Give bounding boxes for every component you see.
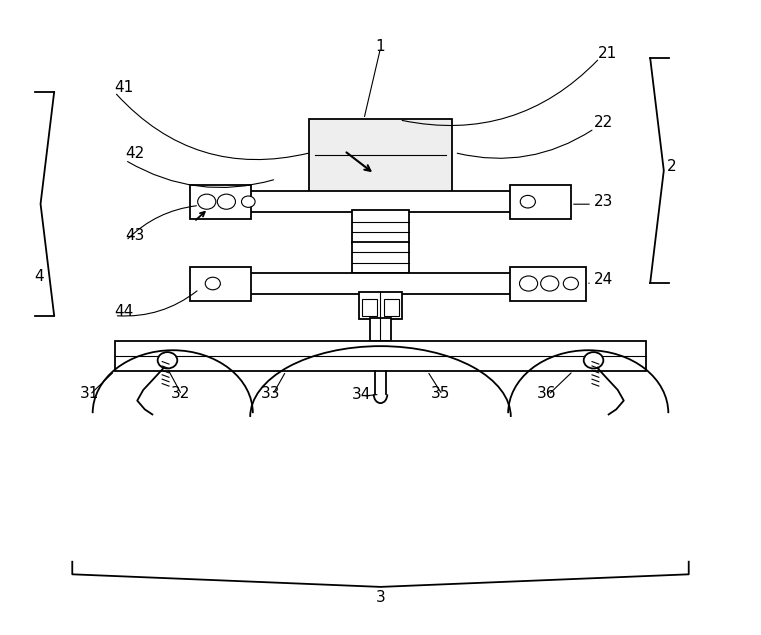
Text: 2: 2 — [667, 159, 677, 174]
Text: 31: 31 — [80, 385, 100, 401]
Circle shape — [241, 196, 255, 208]
Text: 4: 4 — [34, 269, 44, 284]
Circle shape — [158, 352, 177, 368]
Text: 36: 36 — [537, 385, 556, 401]
Bar — [352, 210, 409, 243]
Bar — [511, 267, 586, 300]
Bar — [248, 273, 513, 293]
Bar — [309, 119, 452, 192]
Bar — [511, 185, 571, 218]
Circle shape — [563, 277, 578, 290]
Text: 22: 22 — [594, 115, 613, 130]
Bar — [248, 191, 513, 211]
Bar — [370, 318, 391, 342]
Circle shape — [198, 194, 216, 210]
Text: 32: 32 — [170, 385, 190, 401]
Bar — [362, 298, 377, 316]
Circle shape — [520, 276, 537, 291]
Text: 33: 33 — [261, 385, 281, 401]
Bar — [359, 292, 402, 319]
Text: 21: 21 — [597, 46, 616, 60]
Circle shape — [521, 196, 536, 208]
Text: 23: 23 — [594, 194, 613, 208]
Bar — [115, 341, 646, 371]
Text: 44: 44 — [114, 304, 133, 319]
Text: 43: 43 — [126, 228, 145, 243]
Text: 41: 41 — [114, 80, 133, 95]
Circle shape — [540, 276, 559, 291]
Text: 35: 35 — [431, 385, 451, 401]
Text: 24: 24 — [594, 272, 613, 287]
Bar — [384, 298, 399, 316]
Text: 1: 1 — [376, 39, 385, 55]
Text: 34: 34 — [352, 387, 371, 402]
Bar — [190, 185, 250, 218]
Text: 42: 42 — [126, 146, 145, 161]
Circle shape — [584, 352, 603, 368]
Bar — [352, 242, 409, 274]
Circle shape — [205, 277, 221, 290]
Circle shape — [218, 194, 235, 210]
Bar — [190, 267, 250, 300]
Text: 3: 3 — [376, 590, 385, 605]
